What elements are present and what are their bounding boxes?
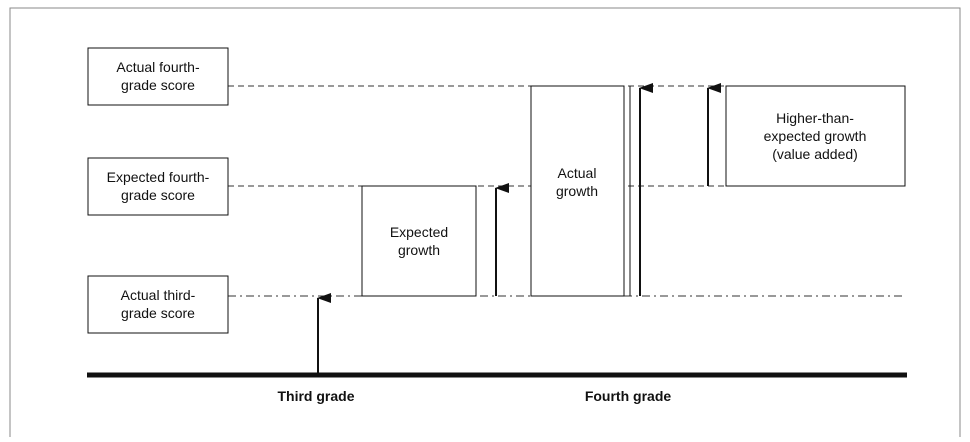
label: Actual third- (121, 287, 196, 303)
label: growth (556, 183, 598, 199)
label: Expected fourth- (107, 169, 210, 185)
label: grade score (121, 305, 195, 321)
label: (value added) (772, 146, 858, 162)
label: Actual (558, 165, 597, 181)
frame (9, 7, 961, 437)
label: Third grade (277, 388, 354, 404)
label: growth (398, 242, 440, 258)
label: Fourth grade (585, 388, 672, 404)
label: Higher-than- (776, 110, 854, 126)
label: expected growth (764, 128, 867, 144)
label: Actual fourth- (116, 59, 200, 75)
label: Expected (390, 224, 448, 240)
boxes (87, 47, 906, 334)
label: grade score (121, 77, 195, 93)
label: grade score (121, 187, 195, 203)
arrows (317, 83, 721, 375)
